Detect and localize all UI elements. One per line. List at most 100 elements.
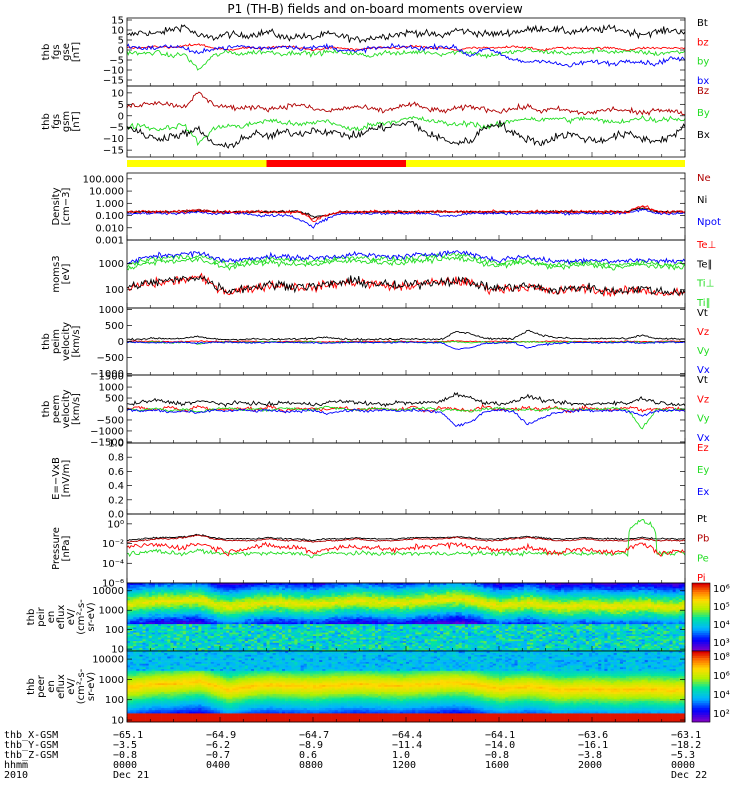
spec-cell xyxy=(158,603,162,606)
spec-cell xyxy=(142,611,146,614)
spec-cell xyxy=(365,601,370,604)
spec-cell xyxy=(148,605,153,608)
spec-cell xyxy=(185,606,190,609)
spec-cell xyxy=(375,644,379,647)
spec-cell xyxy=(430,634,435,636)
spec-cell xyxy=(418,639,422,642)
spec-cell xyxy=(204,645,208,648)
spec-cell xyxy=(158,618,162,621)
spec-cell xyxy=(415,596,419,599)
spec-cell xyxy=(471,605,475,608)
spec-cell xyxy=(238,598,242,601)
spec-cell xyxy=(189,644,193,647)
spec-cell xyxy=(356,610,360,613)
spec-cell xyxy=(223,583,227,585)
spec-cell xyxy=(207,589,211,592)
spec-cell xyxy=(365,639,370,642)
spec-cell xyxy=(468,596,472,599)
spec-cell xyxy=(340,647,345,650)
spec-cell xyxy=(477,613,481,616)
spec-cell xyxy=(309,591,314,594)
spec-cell xyxy=(192,637,196,640)
spec-cell xyxy=(136,640,140,643)
spec-cell xyxy=(365,642,370,645)
spec-cell xyxy=(192,610,196,613)
spec-cell xyxy=(489,642,494,645)
spec-cell xyxy=(266,642,270,645)
spec-cell xyxy=(207,632,211,635)
spec-cell xyxy=(251,632,255,635)
spec-cell xyxy=(130,625,134,628)
spec-cell xyxy=(427,608,432,611)
spec-cell xyxy=(409,589,413,592)
spec-cell xyxy=(464,586,469,589)
spec-cell xyxy=(371,605,376,608)
spec-cell xyxy=(393,591,397,594)
spec-cell xyxy=(189,628,193,631)
spec-cell xyxy=(297,610,301,613)
spec-cell xyxy=(480,598,484,601)
spec-cell xyxy=(220,588,224,591)
spec-cell xyxy=(182,622,187,625)
spec-cell xyxy=(241,632,246,635)
spec-cell xyxy=(443,608,447,611)
spec-cell xyxy=(328,635,332,638)
spec-cell xyxy=(337,645,342,648)
spec-cell xyxy=(319,593,323,596)
spec-cell xyxy=(210,613,215,616)
spec-cell xyxy=(154,640,159,643)
spec-cell xyxy=(427,601,432,604)
spec-cell xyxy=(316,593,320,596)
spec-cell xyxy=(161,637,165,640)
spec-cell xyxy=(421,647,425,650)
spec-cell xyxy=(406,632,410,635)
spec-cell xyxy=(176,642,180,645)
spec-cell xyxy=(359,647,363,650)
spec-cell xyxy=(461,642,466,645)
spec-cell xyxy=(272,634,277,636)
spec-cell xyxy=(297,611,301,614)
spec-cell xyxy=(430,600,435,602)
spec-cell xyxy=(182,649,187,652)
spec-cell xyxy=(251,589,255,592)
spec-cell xyxy=(387,639,391,642)
spec-cell xyxy=(238,642,242,645)
spec-cell xyxy=(409,584,413,587)
spec-cell xyxy=(492,644,497,647)
spec-cell xyxy=(272,601,277,604)
spec-cell xyxy=(424,589,428,592)
spec-cell xyxy=(154,622,159,625)
spec-cell xyxy=(127,584,131,587)
spec-cell xyxy=(350,620,354,623)
spec-cell xyxy=(247,600,252,602)
spec-cell xyxy=(297,635,301,638)
spec-cell xyxy=(285,618,289,621)
spec-cell xyxy=(455,586,459,589)
spec-cell xyxy=(409,593,413,596)
spec-cell xyxy=(136,627,140,630)
spec-cell xyxy=(241,589,246,592)
spec-cell xyxy=(344,594,348,597)
spec-cell xyxy=(148,588,153,591)
spec-cell xyxy=(371,606,376,609)
spec-cell xyxy=(433,622,438,625)
spec-cell xyxy=(337,589,342,592)
spec-cell xyxy=(130,583,134,585)
spec-cell xyxy=(232,591,236,594)
spec-cell xyxy=(207,618,211,621)
spec-cell xyxy=(421,637,425,640)
spec-cell xyxy=(247,611,252,614)
spec-cell xyxy=(288,628,292,631)
spec-cell xyxy=(226,605,230,608)
spec-cell xyxy=(151,615,156,618)
spec-cell xyxy=(427,644,432,647)
spec-cell xyxy=(278,615,283,618)
spec-cell xyxy=(455,594,459,597)
spec-cell xyxy=(365,647,370,650)
spec-cell xyxy=(198,588,202,591)
spec-cell xyxy=(232,606,236,609)
spec-cell xyxy=(455,618,459,621)
spec-cell xyxy=(167,628,171,631)
spec-cell xyxy=(226,628,230,631)
spec-cell xyxy=(371,634,376,636)
